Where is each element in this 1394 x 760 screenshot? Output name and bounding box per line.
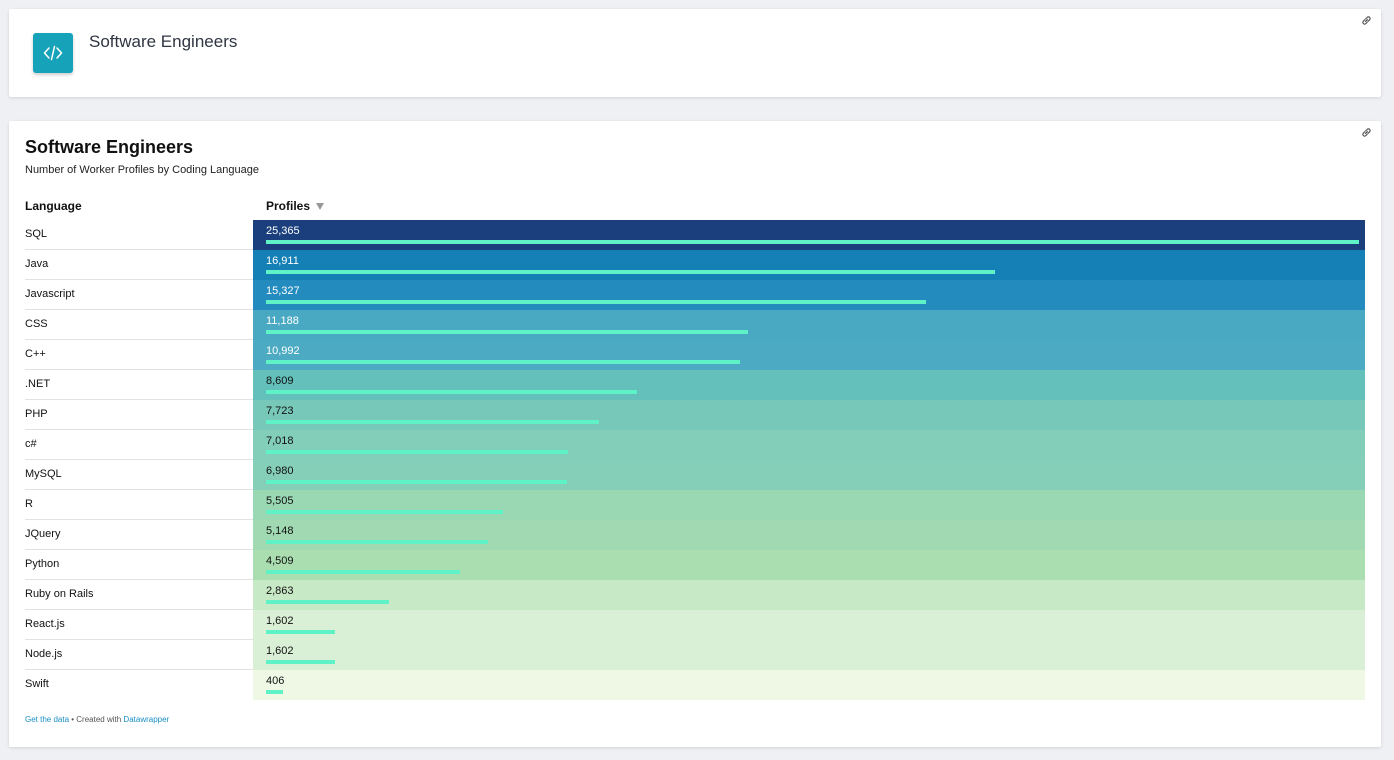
profiles-value: 5,148 <box>266 525 294 537</box>
table-body: SQL 25,365 Java 16,911 Javascript 15,327 CSS 11… <box>25 220 1365 700</box>
table-row: Java 16,911 <box>25 250 1365 280</box>
get-data-link[interactable]: Get the data <box>25 715 70 724</box>
profiles-value: 16,911 <box>266 255 299 267</box>
profiles-cell: 2,863 <box>253 580 1365 610</box>
profiles-cell: 406 <box>253 670 1365 700</box>
header-card: Software Engineers <box>9 9 1381 97</box>
column-header-profiles-label: Profiles <box>266 199 311 213</box>
profiles-cell: 5,505 <box>253 490 1365 520</box>
profiles-bar <box>266 390 637 394</box>
footer-separator: • Created with <box>69 715 124 724</box>
profiles-value: 8,609 <box>266 375 294 387</box>
profiles-bar <box>266 570 460 574</box>
language-cell: R <box>25 490 253 520</box>
table-row: .NET 8,609 <box>25 370 1365 400</box>
table-row: R 5,505 <box>25 490 1365 520</box>
chart-card: Software Engineers Number of Worker Prof… <box>9 121 1381 747</box>
table-row: Javascript 15,327 <box>25 280 1365 310</box>
link-icon[interactable] <box>1359 127 1373 141</box>
language-cell: Python <box>25 550 253 580</box>
profiles-bar <box>266 630 335 634</box>
sort-descending-icon <box>316 203 325 210</box>
profiles-value: 6,980 <box>266 465 294 477</box>
table-row: SQL 25,365 <box>25 220 1365 250</box>
table-row: MySQL 6,980 <box>25 460 1365 490</box>
table-row: Swift 406 <box>25 670 1365 700</box>
profiles-bar <box>266 690 283 694</box>
profiles-value: 7,723 <box>266 405 294 417</box>
table-row: JQuery 5,148 <box>25 520 1365 550</box>
profiles-bar <box>266 660 335 664</box>
table-row: CSS 11,188 <box>25 310 1365 340</box>
language-cell: C++ <box>25 340 253 370</box>
language-cell: Javascript <box>25 280 253 310</box>
profiles-cell: 6,980 <box>253 460 1365 490</box>
profiles-value: 4,509 <box>266 555 294 567</box>
profiles-cell: 4,509 <box>253 550 1365 580</box>
table-row: PHP 7,723 <box>25 400 1365 430</box>
profiles-value: 1,602 <box>266 615 294 627</box>
language-cell: c# <box>25 430 253 460</box>
profiles-value: 5,505 <box>266 495 294 507</box>
language-cell: React.js <box>25 610 253 640</box>
profiles-bar <box>266 360 740 364</box>
profiles-cell: 7,723 <box>253 400 1365 430</box>
language-cell: JQuery <box>25 520 253 550</box>
link-icon[interactable] <box>1359 15 1373 29</box>
profiles-bar <box>266 480 567 484</box>
profiles-cell: 10,992 <box>253 340 1365 370</box>
language-cell: Ruby on Rails <box>25 580 253 610</box>
profiles-bar <box>266 450 568 454</box>
datawrapper-link[interactable]: Datawrapper <box>123 715 170 724</box>
language-cell: Node.js <box>25 640 253 670</box>
profiles-bar <box>266 330 748 334</box>
language-cell: PHP <box>25 400 253 430</box>
chart-footer: Get the data • Created with Datawrapper <box>25 715 169 724</box>
profiles-value: 15,327 <box>266 285 300 297</box>
profiles-cell: 5,148 <box>253 520 1365 550</box>
profiles-bar <box>266 540 488 544</box>
profiles-bar <box>266 600 389 604</box>
profiles-bar <box>266 300 926 304</box>
chart-title: Software Engineers <box>25 137 194 157</box>
profiles-bar <box>266 420 599 424</box>
profiles-bar <box>266 240 1359 244</box>
language-cell: MySQL <box>25 460 253 490</box>
profiles-cell: 1,602 <box>253 640 1365 670</box>
profiles-value: 7,018 <box>266 435 294 447</box>
profiles-bar <box>266 510 503 514</box>
profiles-cell: 7,018 <box>253 430 1365 460</box>
profiles-value: 10,992 <box>266 345 300 357</box>
language-cell: CSS <box>25 310 253 340</box>
table-row: Node.js 1,602 <box>25 640 1365 670</box>
profiles-bar <box>266 270 995 274</box>
code-icon <box>43 45 63 61</box>
code-badge <box>33 33 73 73</box>
table-row: c# 7,018 <box>25 430 1365 460</box>
profiles-value: 25,365 <box>266 225 300 237</box>
profiles-value: 2,863 <box>266 585 294 597</box>
chart-subtitle: Number of Worker Profiles by Coding Lang… <box>25 164 259 176</box>
profiles-cell: 1,602 <box>253 610 1365 640</box>
profiles-value: 406 <box>266 675 285 687</box>
profiles-cell: 11,188 <box>253 310 1365 340</box>
profiles-cell: 8,609 <box>253 370 1365 400</box>
language-cell: .NET <box>25 370 253 400</box>
profiles-cell: 15,327 <box>253 280 1365 310</box>
profiles-value: 11,188 <box>266 315 299 327</box>
profiles-cell: 25,365 <box>253 220 1365 250</box>
language-cell: Swift <box>25 678 49 690</box>
language-cell: SQL <box>25 220 253 250</box>
table-row: Ruby on Rails 2,863 <box>25 580 1365 610</box>
profiles-cell: 16,911 <box>253 250 1365 280</box>
column-header-language[interactable]: Language <box>25 199 82 213</box>
table-row: Python 4,509 <box>25 550 1365 580</box>
table-row: React.js 1,602 <box>25 610 1365 640</box>
profiles-value: 1,602 <box>266 645 294 657</box>
header-title: Software Engineers <box>89 32 238 51</box>
column-header-profiles[interactable]: Profiles <box>266 199 325 213</box>
table-row: C++ 10,992 <box>25 340 1365 370</box>
language-cell: Java <box>25 250 253 280</box>
